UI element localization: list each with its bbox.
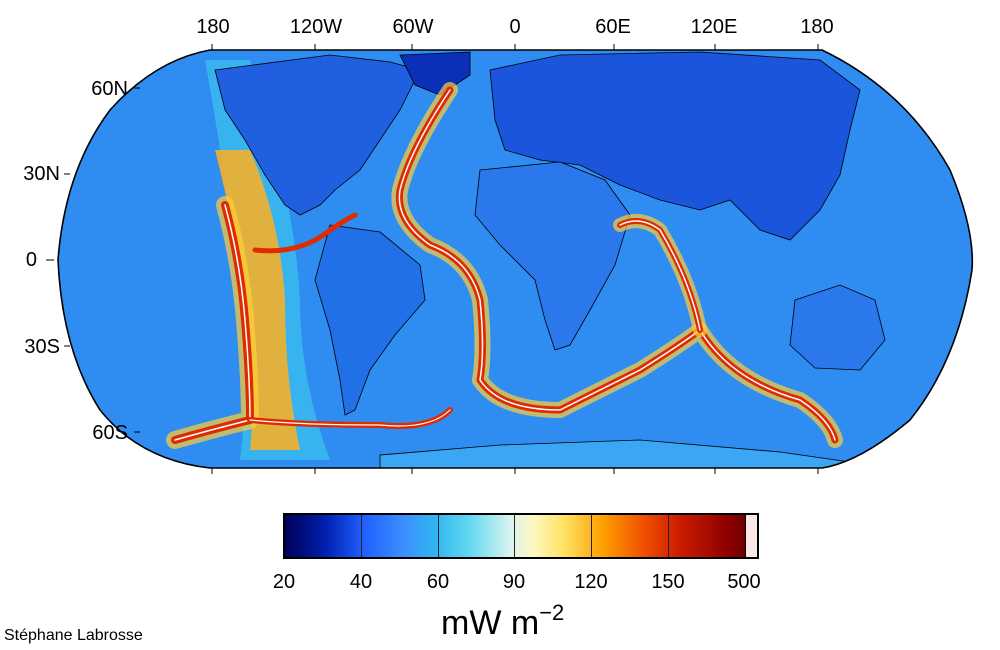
lat-label-30n: 30N	[23, 163, 60, 185]
africa	[474, 161, 631, 351]
lat-label-30s: 30S	[24, 336, 60, 358]
lon-label-60w: 60W	[392, 16, 434, 38]
colorbar-tick-500: 500	[727, 571, 761, 593]
australia	[789, 284, 886, 371]
lon-label-60e: 60E	[595, 16, 631, 38]
author-credit: Stéphane Labrosse	[4, 627, 143, 644]
north-america	[214, 54, 421, 216]
colorbar-tick-40: 40	[349, 571, 373, 593]
heat-flow-map	[46, 44, 974, 474]
colorbar	[283, 513, 759, 559]
lon-label-120w: 120W	[289, 16, 343, 38]
graticule-ticks	[46, 44, 819, 474]
colorbar-tick-20: 20	[272, 571, 296, 593]
colorbar-tick-150: 150	[651, 571, 685, 593]
map-body	[58, 50, 973, 468]
mid-ocean-ridges	[166, 82, 843, 449]
colorbar-tick-90: 90	[502, 571, 526, 593]
colorbar-gradient	[285, 515, 745, 557]
antarctica	[379, 439, 851, 468]
lon-label-180e: 180	[800, 16, 834, 38]
lat-label-0: 0	[25, 249, 37, 271]
colorbar-overflow	[745, 515, 757, 557]
lat-label-60s: 60S	[92, 422, 128, 444]
colorbar-unit: mW m−2	[441, 600, 565, 642]
lat-label-60n: 60N	[91, 78, 128, 100]
colorbar-tick-60: 60	[426, 571, 450, 593]
eurasia	[489, 51, 861, 241]
lon-label-180w: 180	[196, 16, 230, 38]
lon-label-120e: 120E	[690, 16, 738, 38]
colorbar-tick-120: 120	[574, 571, 608, 593]
lon-label-0: 0	[509, 16, 521, 38]
south-america	[314, 224, 426, 416]
